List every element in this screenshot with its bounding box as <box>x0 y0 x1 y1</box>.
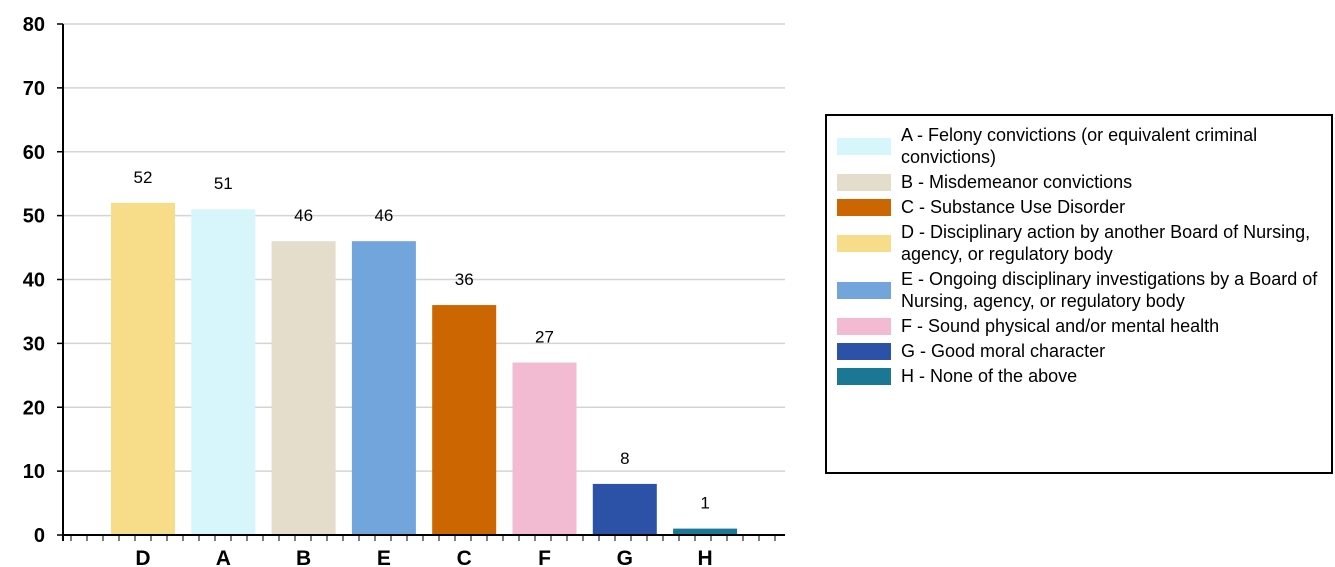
y-tick-label: 20 <box>23 397 45 419</box>
labels: 0 10 20 30 40 50 60 70 80 52 D 51 A 46 B 46 E 36 C 27 F 8 G 1 H <box>23 14 713 567</box>
legend-item: E - Ongoing disciplinary investigations … <box>837 268 1321 312</box>
data-label-a: 51 <box>214 174 233 193</box>
y-tick-label: 10 <box>23 461 45 483</box>
data-label-g: 8 <box>620 449 629 468</box>
legend-swatch <box>837 281 891 299</box>
data-label-f: 27 <box>535 328 554 347</box>
y-tick-label: 50 <box>23 206 45 228</box>
legend-swatch <box>837 198 891 216</box>
legend-label: H - None of the above <box>901 366 1078 386</box>
data-label-c: 36 <box>455 270 474 289</box>
bar-d <box>111 202 175 535</box>
bar-f <box>512 362 577 535</box>
legend: A - Felony convictions (or equivalent cr… <box>825 114 1333 474</box>
bar-g <box>592 483 657 535</box>
y-tick-label: 70 <box>23 78 45 100</box>
x-tick-label-b: B <box>296 547 311 567</box>
legend-label: B - Misdemeanor convictions <box>901 172 1133 192</box>
y-tick-label: 30 <box>23 333 45 355</box>
axes <box>57 23 785 541</box>
legend-item: F - Sound physical and/or mental health <box>837 315 1321 337</box>
x-tick-label-e: E <box>377 547 391 567</box>
y-tick-label: 40 <box>23 270 45 292</box>
legend-swatch <box>837 342 891 360</box>
legend-item: A - Felony convictions (or equivalent cr… <box>837 124 1321 168</box>
x-tick-label-g: G <box>617 547 633 567</box>
x-tick-label-a: A <box>216 547 231 567</box>
legend-label: A - Felony convictions (or equivalent cr… <box>901 125 1258 167</box>
legend-item: B - Misdemeanor convictions <box>837 171 1321 193</box>
bar-c <box>432 305 497 535</box>
legend-label: F - Sound physical and/or mental health <box>901 316 1220 336</box>
y-tick-label: 80 <box>23 14 45 36</box>
legend-item: G - Good moral character <box>837 340 1321 362</box>
x-tick-label-f: F <box>538 547 551 567</box>
data-label-b: 46 <box>294 206 313 225</box>
legend-swatch <box>837 317 891 335</box>
legend-item: C - Substance Use Disorder <box>837 196 1321 218</box>
bar-b <box>271 241 336 536</box>
legend-swatch <box>837 173 891 191</box>
y-tick-label: 60 <box>23 142 45 164</box>
legend-label: C - Substance Use Disorder <box>901 197 1126 217</box>
data-label-d: 52 <box>134 168 153 187</box>
legend-label: E - Ongoing disciplinary investigations … <box>901 269 1318 311</box>
legend-swatch <box>837 367 891 385</box>
gridlines <box>63 23 785 472</box>
x-tick-label-d: D <box>135 547 150 567</box>
legend-swatch <box>837 234 891 252</box>
x-tick-label-h: H <box>698 547 713 567</box>
y-tick-label: 0 <box>34 525 45 547</box>
bars <box>111 202 738 536</box>
data-label-e: 46 <box>374 206 393 225</box>
legend-item: D - Disciplinary action by another Board… <box>837 221 1321 265</box>
bar-e <box>351 241 416 536</box>
legend-label: G - Good moral character <box>901 341 1106 361</box>
x-tick-label-c: C <box>457 547 472 567</box>
legend-item: H - None of the above <box>837 365 1321 387</box>
bar-h <box>673 528 738 535</box>
legend-label: D - Disciplinary action by another Board… <box>901 222 1311 264</box>
bar-a <box>191 209 256 536</box>
data-label-h: 1 <box>700 494 709 513</box>
legend-swatch <box>837 137 891 155</box>
